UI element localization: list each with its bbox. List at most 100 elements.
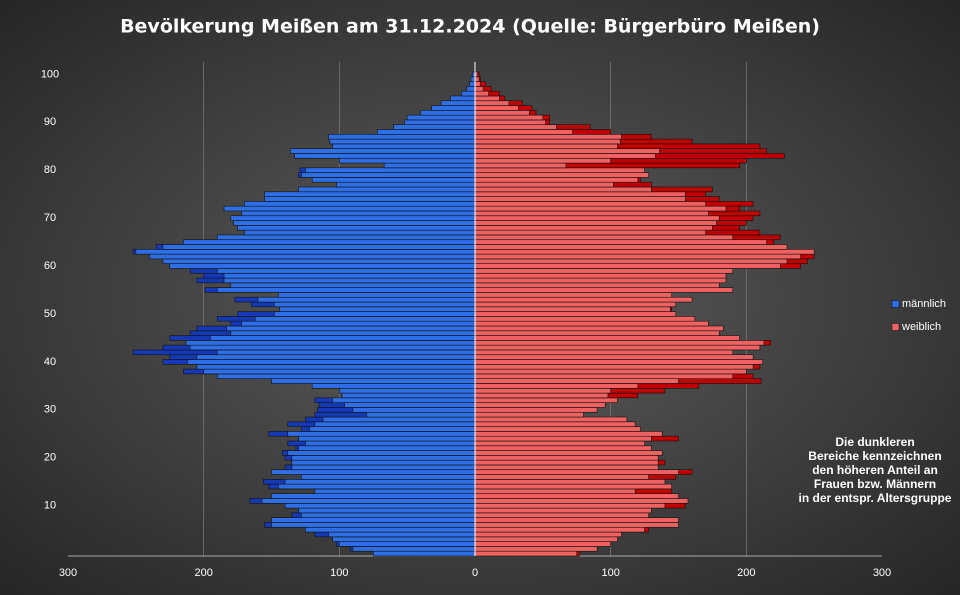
shared-part (474, 191, 686, 197)
shared-part (162, 244, 476, 250)
bar (474, 268, 734, 274)
annotation: Frauen bzw. Männern (814, 477, 936, 491)
shared-part (474, 76, 480, 82)
shared-part (273, 301, 476, 308)
bar (474, 296, 693, 303)
shared-part (287, 431, 476, 437)
shared-part (187, 359, 476, 365)
shared-part (474, 100, 510, 106)
shared-part (135, 249, 476, 255)
shared-part (474, 378, 679, 384)
shared-part (305, 167, 476, 173)
bar (244, 229, 476, 236)
shared-part (284, 479, 476, 485)
bar (264, 191, 476, 197)
bar (332, 536, 476, 542)
bar (474, 349, 734, 356)
shared-part (189, 344, 476, 351)
bar (474, 311, 677, 317)
bar (474, 541, 611, 547)
bar (474, 445, 652, 451)
annotation: den höheren Anteil an (812, 463, 938, 477)
shared-part (474, 469, 679, 475)
bar (474, 431, 663, 437)
shared-part (474, 196, 686, 202)
shared-part (474, 392, 609, 399)
shared-part (322, 416, 476, 423)
bar (440, 100, 476, 106)
shared-part (474, 220, 717, 226)
legend-swatch (891, 300, 900, 308)
shared-part (216, 349, 476, 356)
bar (329, 138, 476, 145)
x-tick-label: 100 (601, 567, 619, 579)
bar (264, 196, 476, 202)
shared-part (474, 550, 578, 557)
shared-part (474, 229, 706, 236)
bar (474, 407, 598, 413)
bar (450, 95, 476, 102)
shared-part (474, 239, 767, 245)
shared-part (474, 133, 622, 140)
x-tick-label: 300 (873, 567, 891, 579)
bar (223, 205, 476, 212)
bar (311, 177, 476, 183)
bar (474, 421, 636, 427)
bar (216, 373, 476, 379)
shared-part (474, 258, 788, 264)
shared-part (474, 201, 706, 207)
annotation: Die dunkleren (835, 435, 914, 449)
bar (420, 110, 476, 116)
shared-part (273, 311, 476, 317)
shared-part (474, 124, 557, 130)
bar (474, 426, 641, 432)
shared-part (474, 210, 709, 217)
bar (474, 287, 734, 293)
bar (474, 397, 618, 403)
shared-part (241, 320, 476, 327)
bar (341, 392, 476, 399)
shared-part (216, 268, 476, 274)
bar (301, 474, 476, 480)
bar (339, 387, 476, 394)
legend-swatch (891, 323, 900, 331)
shared-part (254, 316, 476, 322)
x-tick-label: 200 (737, 567, 755, 579)
bar (474, 354, 754, 360)
bar (474, 320, 709, 327)
bar (474, 464, 659, 471)
bar (474, 493, 679, 499)
shared-part (261, 498, 476, 504)
shared-part (474, 435, 652, 442)
shared-part (226, 325, 476, 332)
shared-part (474, 81, 481, 87)
shared-part (474, 215, 720, 221)
bar (383, 162, 476, 169)
x-tick-label: 100 (330, 567, 348, 579)
bar (474, 483, 673, 490)
y-tick-label: 30 (44, 404, 56, 416)
y-tick-label: 10 (44, 500, 56, 512)
bar (271, 469, 476, 475)
bar (230, 282, 476, 288)
bar (284, 502, 476, 509)
bar (298, 186, 476, 193)
bar (466, 86, 476, 92)
bar (393, 124, 476, 130)
bar (230, 215, 476, 221)
bar (474, 277, 727, 284)
shared-part (366, 411, 476, 418)
x-tick-label: 200 (194, 567, 212, 579)
bar (474, 368, 747, 375)
shared-part (301, 512, 476, 518)
bar (332, 143, 476, 149)
shared-part (474, 148, 660, 154)
y-tick-label: 100 (41, 68, 59, 80)
bar (311, 383, 476, 389)
bar (196, 364, 476, 370)
shared-part (301, 172, 476, 178)
bar (216, 234, 476, 241)
shared-part (474, 143, 618, 149)
shared-part (474, 186, 652, 193)
bar (474, 282, 720, 288)
